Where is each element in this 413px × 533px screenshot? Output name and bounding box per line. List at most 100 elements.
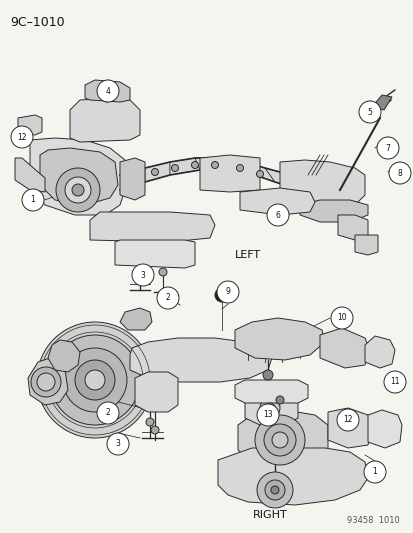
Circle shape — [256, 404, 278, 426]
Circle shape — [271, 486, 278, 494]
Circle shape — [256, 472, 292, 508]
Circle shape — [383, 371, 405, 393]
Circle shape — [259, 398, 279, 418]
Text: 11: 11 — [389, 377, 399, 386]
Text: 9C–1010: 9C–1010 — [10, 16, 64, 29]
Circle shape — [363, 461, 385, 483]
Circle shape — [191, 161, 198, 168]
Circle shape — [171, 165, 178, 172]
Circle shape — [388, 162, 410, 184]
Circle shape — [107, 433, 129, 455]
Circle shape — [56, 168, 100, 212]
Circle shape — [256, 171, 263, 177]
Circle shape — [214, 288, 228, 302]
Text: 8: 8 — [396, 168, 401, 177]
Circle shape — [336, 409, 358, 431]
Circle shape — [330, 307, 352, 329]
Polygon shape — [15, 158, 45, 192]
Text: RIGHT: RIGHT — [252, 510, 287, 520]
Polygon shape — [337, 215, 367, 240]
Polygon shape — [237, 410, 327, 465]
Circle shape — [132, 264, 154, 286]
Circle shape — [262, 370, 272, 380]
Polygon shape — [70, 98, 140, 142]
Circle shape — [75, 360, 115, 400]
Polygon shape — [319, 328, 369, 368]
Polygon shape — [327, 408, 371, 448]
Text: LEFT: LEFT — [235, 250, 261, 260]
Circle shape — [72, 184, 84, 196]
Polygon shape — [219, 158, 254, 175]
Circle shape — [50, 335, 140, 425]
Polygon shape — [354, 235, 377, 255]
Text: 6: 6 — [275, 211, 280, 220]
Polygon shape — [120, 308, 152, 330]
Polygon shape — [371, 95, 391, 110]
Circle shape — [275, 396, 283, 404]
Circle shape — [65, 177, 91, 203]
Circle shape — [263, 424, 295, 456]
Polygon shape — [195, 158, 230, 170]
Circle shape — [264, 480, 284, 500]
Polygon shape — [244, 388, 297, 425]
Polygon shape — [145, 162, 170, 182]
Text: 3: 3 — [140, 271, 145, 279]
Polygon shape — [28, 358, 68, 405]
Circle shape — [376, 137, 398, 159]
Polygon shape — [235, 318, 324, 360]
Circle shape — [216, 281, 238, 303]
Polygon shape — [364, 336, 394, 368]
Polygon shape — [115, 240, 195, 268]
Polygon shape — [135, 372, 178, 412]
Text: 5: 5 — [367, 108, 372, 117]
Polygon shape — [218, 448, 367, 505]
Polygon shape — [85, 80, 130, 102]
Text: 13: 13 — [263, 410, 272, 419]
Text: 12: 12 — [342, 416, 352, 424]
Text: 7: 7 — [385, 143, 389, 152]
Circle shape — [151, 426, 159, 434]
Text: 12: 12 — [17, 133, 27, 141]
Polygon shape — [130, 338, 271, 382]
Circle shape — [254, 415, 304, 465]
Circle shape — [63, 348, 127, 412]
Polygon shape — [240, 188, 314, 215]
Polygon shape — [279, 160, 364, 210]
Polygon shape — [90, 212, 214, 242]
Polygon shape — [367, 410, 401, 448]
Polygon shape — [199, 155, 259, 192]
Circle shape — [102, 92, 112, 102]
Text: 3: 3 — [115, 440, 120, 448]
Circle shape — [358, 101, 380, 123]
Circle shape — [37, 373, 55, 391]
Polygon shape — [264, 168, 287, 186]
Circle shape — [151, 168, 158, 175]
Polygon shape — [299, 200, 367, 222]
Text: 4: 4 — [105, 86, 110, 95]
Polygon shape — [48, 340, 80, 372]
Circle shape — [157, 287, 178, 309]
Circle shape — [211, 161, 218, 168]
Polygon shape — [40, 148, 118, 205]
Circle shape — [271, 432, 287, 448]
Circle shape — [31, 367, 61, 397]
Text: 1: 1 — [31, 196, 35, 205]
Circle shape — [97, 402, 119, 424]
Circle shape — [97, 80, 119, 102]
Polygon shape — [30, 138, 125, 215]
Text: 10: 10 — [336, 313, 346, 322]
Circle shape — [37, 322, 153, 438]
Polygon shape — [170, 158, 199, 175]
Text: 9: 9 — [225, 287, 230, 296]
Circle shape — [266, 204, 288, 226]
Text: 93458  1010: 93458 1010 — [347, 516, 399, 525]
Text: 2: 2 — [105, 408, 110, 417]
Polygon shape — [18, 115, 42, 135]
Circle shape — [159, 268, 166, 276]
Circle shape — [134, 272, 146, 284]
Circle shape — [146, 418, 154, 426]
Circle shape — [85, 370, 105, 390]
Text: 1: 1 — [372, 467, 377, 477]
Polygon shape — [120, 158, 145, 200]
Circle shape — [22, 189, 44, 211]
